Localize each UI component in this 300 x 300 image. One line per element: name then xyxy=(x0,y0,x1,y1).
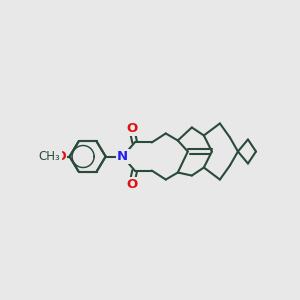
Text: O: O xyxy=(126,122,137,135)
Text: N: N xyxy=(117,150,128,163)
Text: CH₃: CH₃ xyxy=(39,150,60,163)
Text: O: O xyxy=(126,178,137,191)
Text: O: O xyxy=(55,150,66,163)
